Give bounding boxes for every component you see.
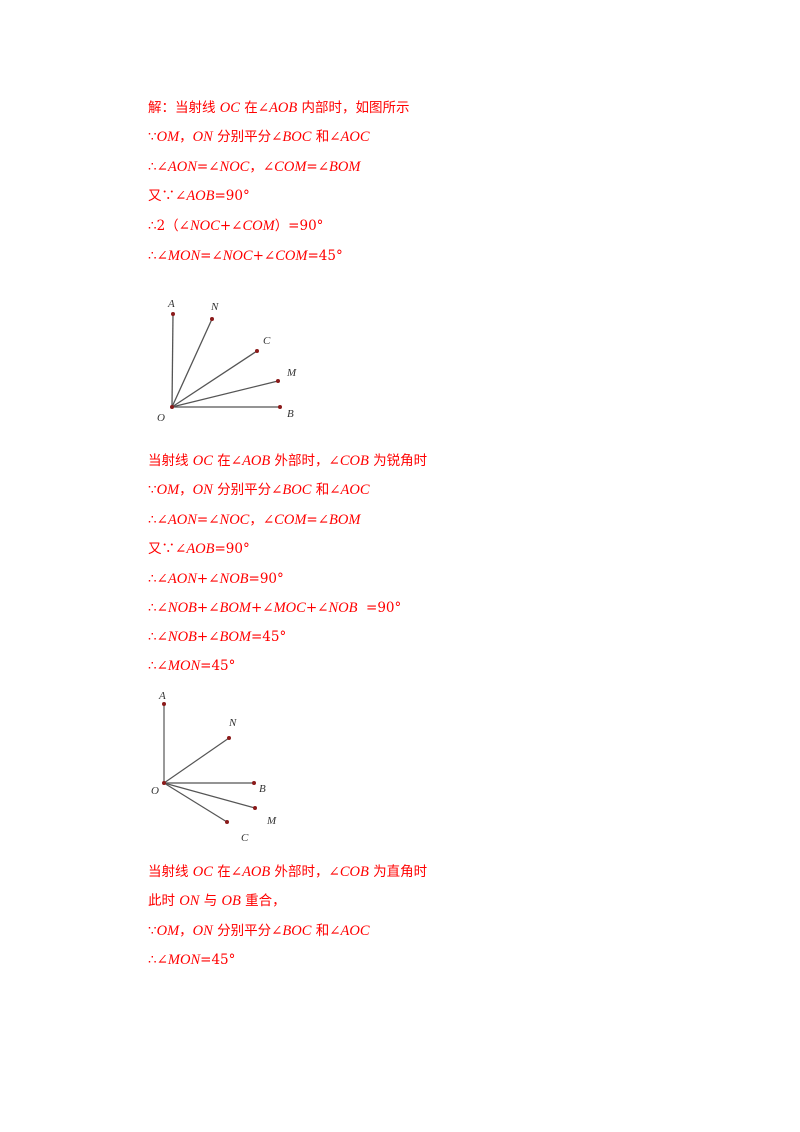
label-n: N [210,301,219,313]
ray-on [163,737,230,784]
text-line: 此时 ON 与 OB 重合， [148,893,286,909]
text-line: ∴∠AON=∠NOC，∠COM=∠BOM [148,512,361,528]
text-line: ∴∠NOB+∠BOM+∠MOC+∠NOB =90° [148,600,402,616]
label-b: B [287,408,294,420]
ray-oc [163,782,228,823]
text-line: 解：当射线 OC 在∠AOB 内部时，如图所示 [148,100,410,116]
text-line: 当射线 OC 在∠AOB 外部时，∠COB 为直角时 [148,864,428,880]
text-line: ∴2（∠NOC+∠COM）=90° [148,218,324,234]
label-a: A [158,690,166,702]
label-c: C [263,335,271,347]
text-line: ∴∠MON=∠NOC+∠COM=45° [148,248,343,264]
label-b: B [259,783,266,795]
label-o: O [157,412,165,424]
text-line: ∴∠AON=∠NOC，∠COM=∠BOM [148,159,361,175]
ray-oc [171,350,258,408]
text-line: ∴∠MON=45° [148,658,236,674]
label-n: N [228,717,237,729]
text-line: 又∵∠AOB=90° [148,188,250,204]
label-c: C [241,832,249,844]
text-line: ∵OM，ON 分别平分∠BOC 和∠AOC [148,923,370,939]
label-m: M [266,815,277,827]
label-o: O [151,785,159,797]
text-line: ∵OM，ON 分别平分∠BOC 和∠AOC [148,129,370,145]
label-a: A [167,298,175,310]
ray-on [171,318,213,408]
text-line: 当射线 OC 在∠AOB 外部时，∠COB 为锐角时 [148,453,428,469]
ray-om [171,380,279,408]
text-line: ∴∠AON+∠NOB=90° [148,571,284,587]
label-m: M [286,367,297,379]
ray-oa [171,313,174,408]
text-line: ∵OM，ON 分别平分∠BOC 和∠AOC [148,482,370,498]
text-line: ∴∠NOB+∠BOM=45° [148,629,287,645]
text-line: ∴∠MON=45° [148,952,236,968]
ray-om [163,782,256,809]
text-line: 又∵∠AOB=90° [148,541,250,557]
